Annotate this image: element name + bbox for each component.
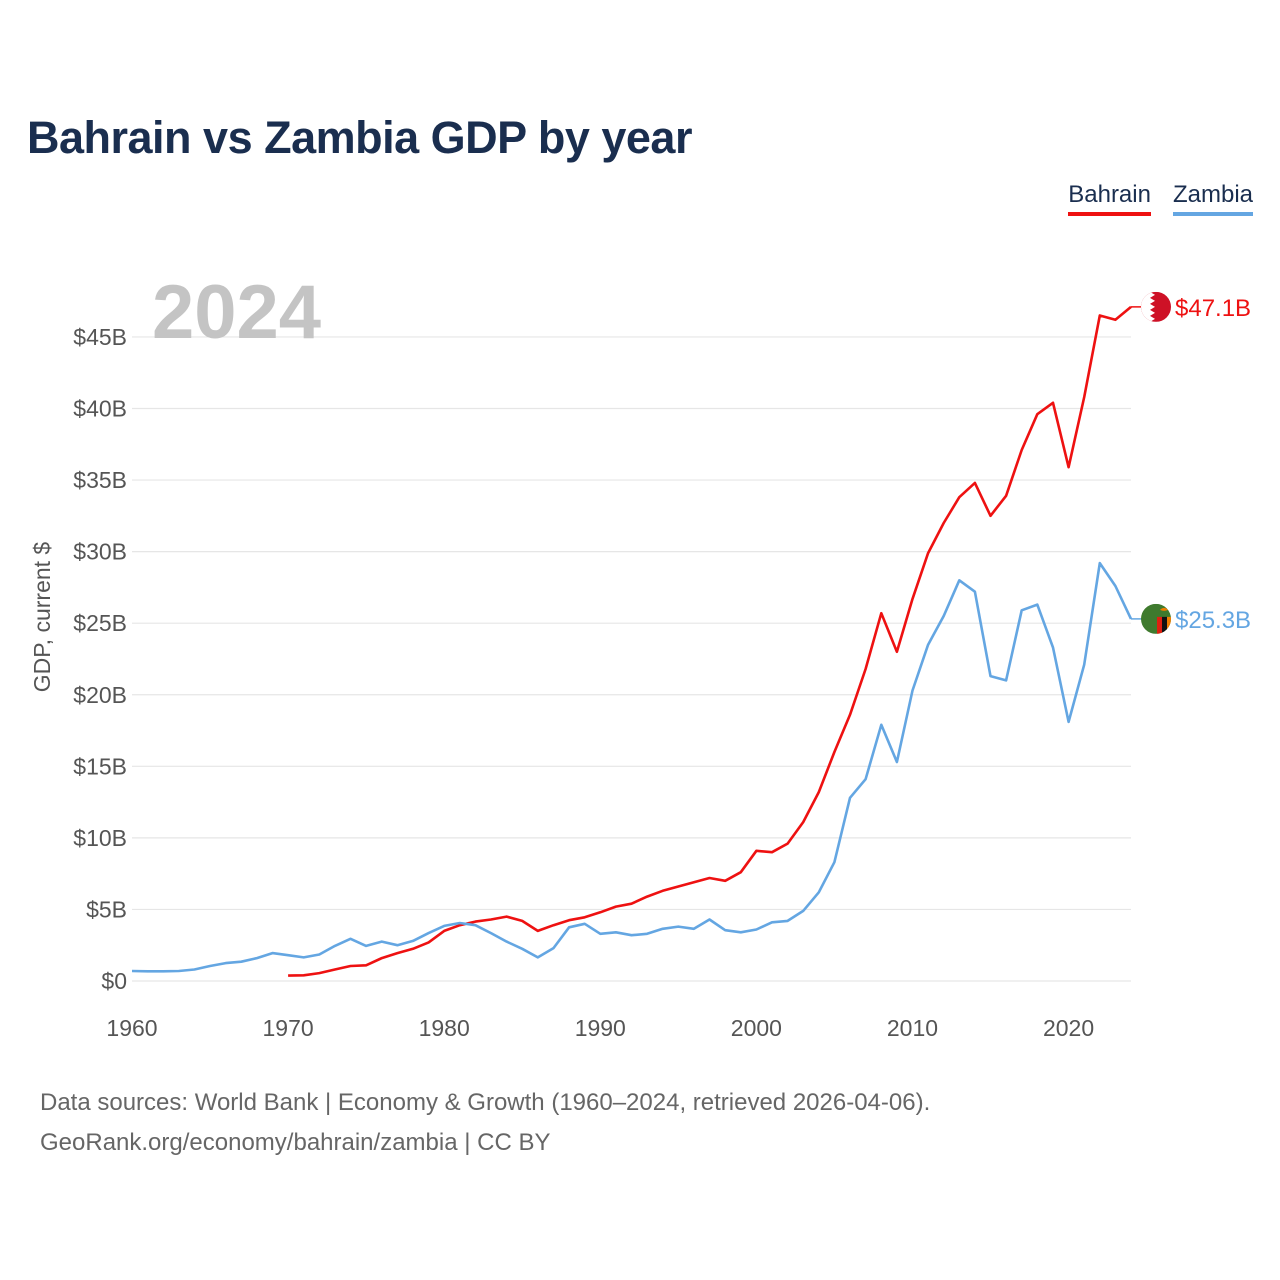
x-tick-label: 2010 — [887, 1015, 938, 1041]
zambia-flag-icon — [1141, 603, 1171, 634]
y-axis-ticks: $0 $5B $10B $15B $20B $25B $30B $35B $40B $45B — [73, 324, 127, 994]
chart-title: Bahrain vs Zambia GDP by year — [27, 112, 692, 163]
end-value-label: $47.1B — [1175, 295, 1251, 322]
y-tick-label: $25B — [73, 610, 127, 636]
legend-item-bahrain[interactable]: Bahrain — [1068, 181, 1151, 216]
y-tick-label: $10B — [73, 825, 127, 851]
series-line-bahrain — [288, 305, 1132, 977]
y-tick-label: $20B — [73, 682, 127, 708]
y-axis-label: GDP, current $ — [29, 542, 55, 693]
source-line-2: GeoRank.org/economy/bahrain/zambia | CC … — [40, 1129, 551, 1156]
series-line-zambia — [131, 561, 1133, 973]
legend: Bahrain Zambia — [1068, 181, 1253, 216]
y-tick-label: $0 — [101, 968, 127, 994]
x-tick-label: 1990 — [575, 1015, 626, 1041]
y-tick-label: $45B — [73, 324, 127, 350]
series-lines — [131, 305, 1133, 977]
source-line-1: Data sources: World Bank | Economy & Gro… — [40, 1089, 931, 1116]
y-tick-label: $5B — [86, 896, 127, 922]
y-tick-label: $30B — [73, 539, 127, 565]
year-watermark: 2024 — [152, 270, 321, 355]
x-axis-ticks: 1960 1970 1980 1990 2000 2010 2020 — [106, 1015, 1094, 1041]
x-tick-label: 1970 — [263, 1015, 314, 1041]
bahrain-flag-icon — [1141, 291, 1171, 322]
source-note: Data sources: World Bank | Economy & Gro… — [40, 1083, 930, 1163]
x-tick-label: 1980 — [419, 1015, 470, 1041]
y-tick-label: $15B — [73, 753, 127, 779]
end-value-label: $25.3B — [1175, 607, 1251, 634]
x-tick-label: 2000 — [731, 1015, 782, 1041]
x-tick-label: 1960 — [106, 1015, 157, 1041]
y-tick-label: $35B — [73, 467, 127, 493]
y-tick-label: $40B — [73, 396, 127, 422]
x-tick-label: 2020 — [1043, 1015, 1094, 1041]
end-markers: $47.1B $25.3B — [1131, 291, 1251, 634]
gridlines — [132, 336, 1131, 982]
legend-item-zambia[interactable]: Zambia — [1172, 181, 1253, 216]
